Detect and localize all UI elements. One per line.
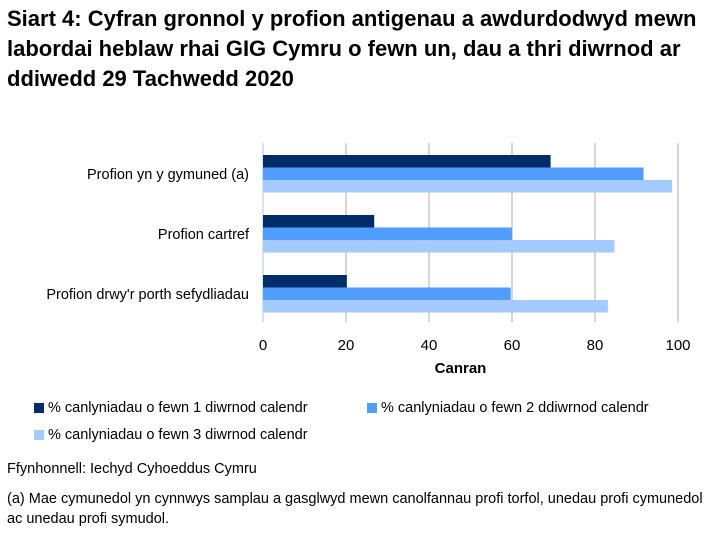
bar [263, 287, 511, 300]
bar [263, 227, 512, 240]
x-tick-label: 0 [259, 337, 267, 354]
x-tick-label: 20 [338, 337, 355, 354]
bar [263, 240, 615, 253]
legend-label: % canlyniadau o fewn 2 ddiwrnod calendr [381, 400, 649, 416]
legend-swatch [34, 403, 44, 413]
legend-swatch [34, 430, 44, 440]
bar [263, 215, 375, 228]
legend-item-3: % canlyniadau o fewn 3 diwrnod calendr [34, 427, 308, 443]
x-tick-label: 60 [504, 337, 521, 354]
legend-label: % canlyniadau o fewn 1 diwrnod calendr [48, 400, 308, 416]
category-label: Profion drwy'r porth sefydliadau [46, 287, 249, 303]
legend-label: % canlyniadau o fewn 3 diwrnod calendr [48, 427, 308, 443]
category-label: Profion yn y gymuned (a) [87, 167, 249, 183]
bar [263, 167, 644, 180]
legend-item-1: % canlyniadau o fewn 1 diwrnod calendr [34, 400, 308, 416]
bar [263, 300, 608, 313]
x-tick-label: 80 [587, 337, 604, 354]
x-axis-label: Canran [435, 360, 487, 377]
bar [263, 275, 347, 288]
bar [263, 155, 551, 168]
bar-chart: 0 20 40 60 80 100 Profion yn y gymuned (a) Prof… [46, 143, 691, 377]
category-label: Profion cartref [158, 227, 250, 243]
bar [263, 180, 673, 193]
legend-item-2: % canlyniadau o fewn 2 ddiwrnod calendr [367, 400, 649, 416]
x-tick-label: 40 [421, 337, 438, 354]
legend-swatch [367, 403, 377, 413]
source-note: Ffynhonnell: Iechyd Cyhoeddus Cymru [7, 461, 257, 477]
chart-title: Siart 4: Cyfran gronnol y profion antige… [7, 6, 697, 91]
x-tick-label: 100 [665, 337, 690, 354]
footnote: (a) Mae cymunedol yn cynnwys samplau a g… [7, 491, 703, 527]
